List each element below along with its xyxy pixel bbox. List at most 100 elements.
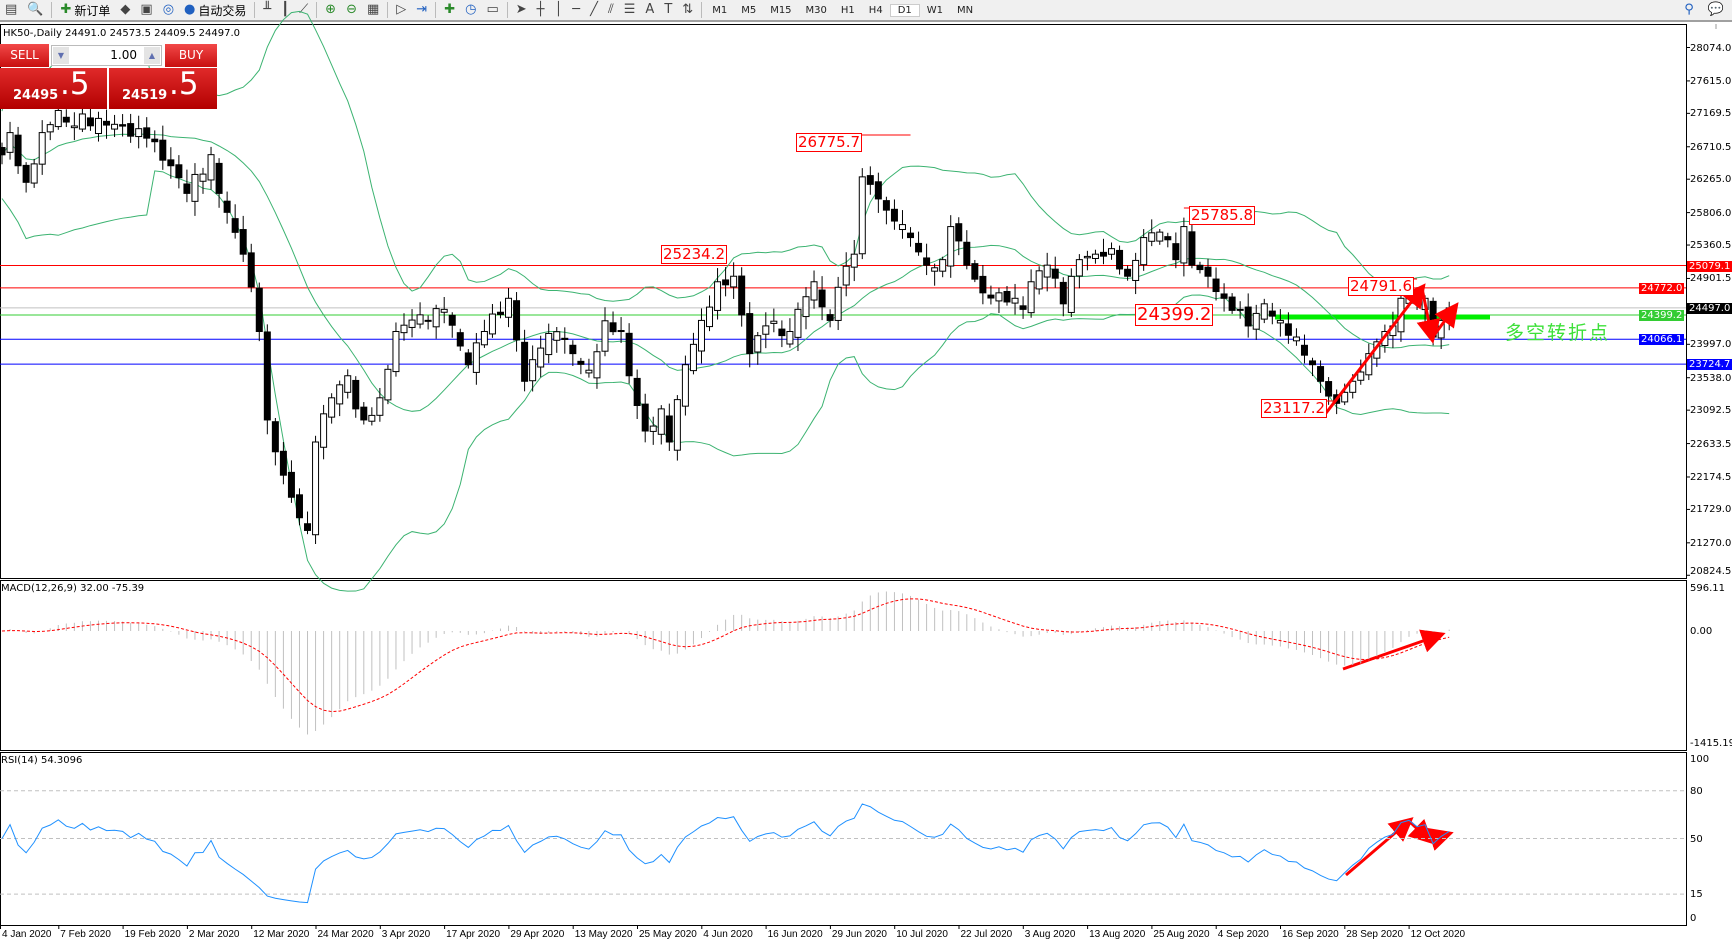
price-axis-label: 23997.0 (1690, 339, 1732, 351)
price-annotation-26775.7: 26775.7 (796, 133, 863, 152)
timeframe-w1[interactable]: W1 (926, 4, 943, 16)
metaeditor-button[interactable]: ◆ (115, 0, 135, 20)
timeframe-m15[interactable]: M15 (770, 4, 792, 16)
candle-body (183, 183, 191, 194)
timeframe-h4[interactable]: H4 (868, 4, 883, 16)
timeframe-m5[interactable]: M5 (741, 4, 757, 16)
tile-windows-button[interactable]: ▦ (362, 0, 384, 20)
periods-button[interactable]: ◷ (460, 0, 481, 20)
auto-trading-button[interactable]: ● 自动交易 (179, 0, 251, 20)
timeframe-h1[interactable]: H1 (840, 4, 855, 16)
candle (151, 130, 159, 153)
candle-body (1116, 249, 1124, 270)
candle (1357, 359, 1365, 385)
candle-body (987, 294, 995, 299)
autoscroll-button[interactable]: ⇥ (411, 0, 432, 20)
candle-body (513, 300, 521, 341)
time-axis-label: 2 Mar 2020 (188, 929, 240, 940)
candle (1252, 304, 1260, 340)
candle-body (408, 319, 416, 328)
candle-body (706, 306, 714, 328)
sell-button[interactable]: SELL (0, 44, 49, 67)
candle-body (1188, 231, 1196, 266)
candle (1124, 265, 1132, 281)
fibonacci-button[interactable]: ☰ (619, 0, 641, 20)
search-icon[interactable]: ⚲ (1684, 2, 1694, 17)
bar-chart-button[interactable]: ╨ (258, 0, 276, 20)
indicators-button[interactable]: ✚ (439, 0, 460, 20)
candle (1236, 301, 1244, 319)
candle (1091, 249, 1099, 264)
line-chart-button[interactable]: ⟋ (294, 0, 313, 20)
candle-body (94, 117, 102, 134)
level-label-24497.0: 24497.0 (1687, 302, 1732, 314)
text-button[interactable]: A (640, 0, 659, 20)
new-order-icon: ✚ (60, 2, 72, 17)
crosshair-button[interactable]: ┼ (532, 0, 550, 20)
equidistant-channel-button[interactable]: ⫽ (603, 0, 619, 20)
signals-button[interactable]: ◎ (158, 0, 179, 20)
one-click-trading-panel: SELL ▼ 1.00 ▲ BUY 24495 .5 24519 .5 (0, 44, 217, 109)
candle-body (472, 342, 480, 373)
candle-body (545, 332, 553, 356)
candle-body (54, 109, 62, 128)
candle (416, 302, 424, 329)
zoom-in-button[interactable]: ⊕ (320, 0, 341, 20)
timeframe-m30[interactable]: M30 (805, 4, 827, 16)
timeframe-m1[interactable]: M1 (712, 4, 728, 16)
candle-body (0, 147, 6, 156)
templates-button[interactable]: ▭ (481, 0, 503, 20)
candle-body (1059, 281, 1067, 305)
candle (488, 304, 496, 338)
candle (127, 113, 135, 143)
rsi-line (1, 803, 1450, 904)
candle-body (86, 117, 94, 127)
price-axis-label: 24901.5 (1690, 273, 1732, 285)
volume-up-arrow-icon[interactable]: ▲ (144, 47, 160, 64)
candle-body (1317, 366, 1325, 382)
price-annotation-23117.2: 23117.2 (1261, 399, 1328, 418)
new-chart-button[interactable]: ▤ (0, 0, 22, 20)
volume-input[interactable]: ▼ 1.00 ▲ (51, 45, 162, 66)
candle-body (400, 324, 408, 334)
candle (1156, 229, 1164, 245)
volume-down-arrow-icon[interactable]: ▼ (53, 47, 69, 64)
auto-trading-label: 自动交易 (198, 3, 247, 18)
candle-body (215, 162, 223, 194)
time-axis-label: 29 Apr 2020 (510, 929, 565, 940)
macd-histogram (9, 591, 1450, 735)
candle-body (1083, 255, 1091, 259)
cursor-button[interactable]: ➤ (511, 0, 532, 20)
chat-icon[interactable]: 💬 (1707, 2, 1724, 17)
candle-body (842, 265, 850, 286)
candlestick-button[interactable]: ┃ (276, 0, 294, 20)
zoom-window-button[interactable]: 🔍 (22, 0, 48, 20)
text-label-button[interactable]: T (659, 0, 677, 20)
navigator-button[interactable]: ▣ (135, 0, 157, 20)
timeframe-d1[interactable]: D1 (889, 3, 920, 17)
candle (601, 307, 609, 357)
candle (537, 335, 545, 378)
zoom-out-button[interactable]: ⊖ (341, 0, 362, 20)
trendline-button[interactable]: ╱ (585, 0, 603, 20)
candle-body (1284, 323, 1292, 336)
horizontal-line-button[interactable]: ─ (567, 0, 585, 20)
volume-value[interactable]: 1.00 (110, 48, 137, 62)
rsi-axis-label: 0 (1690, 913, 1697, 924)
vertical-line-button[interactable]: │ (549, 0, 567, 20)
buy-price-button[interactable]: 24519 .5 (109, 66, 217, 109)
candle-body (1140, 237, 1148, 266)
candle-body (890, 208, 898, 222)
candle (625, 323, 633, 384)
sell-price-main: 24495 (13, 88, 59, 103)
sell-price-button[interactable]: 24495 .5 (0, 66, 107, 109)
new-order-button[interactable]: ✚ 新订单 (55, 0, 115, 20)
timeframe-mn[interactable]: MN (957, 4, 974, 16)
arrows-button[interactable]: ⇅ (677, 0, 698, 20)
buy-button[interactable]: BUY (165, 44, 217, 67)
candle (681, 355, 689, 416)
candle (553, 327, 561, 353)
chart-shift-button[interactable]: ▷ (391, 0, 411, 20)
candle-body (1365, 353, 1373, 376)
